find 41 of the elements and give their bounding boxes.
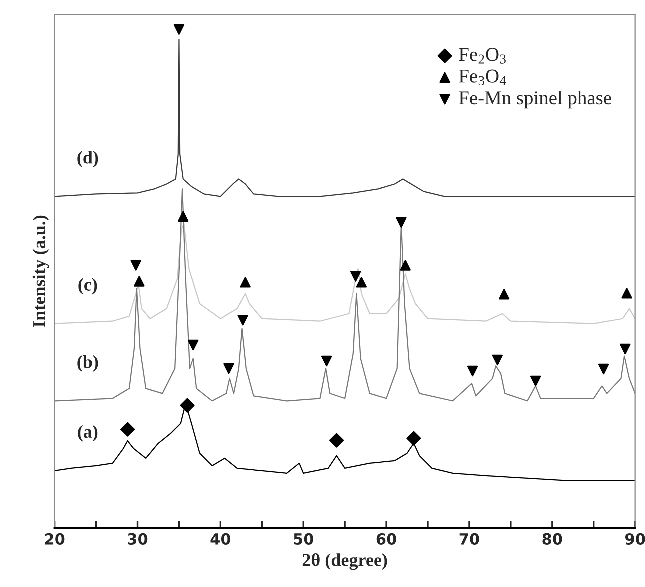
point [178, 211, 189, 222]
x-tick-label: 50 [294, 533, 314, 545]
x-tick-label: 80 [542, 533, 562, 545]
x-tick-label: 90 [625, 533, 645, 545]
annotation: (b) [78, 356, 98, 372]
point [238, 315, 248, 326]
x-tick-label: 70 [460, 533, 480, 545]
point [530, 376, 542, 387]
annotation: (c) [78, 278, 98, 295]
point [134, 276, 145, 287]
x-tick-label: 20 [45, 533, 65, 545]
point [620, 344, 631, 355]
point [400, 260, 411, 271]
legend-label: Fe-Mn spinel phase [459, 90, 612, 109]
x-tick-label: 60 [376, 533, 396, 545]
y-axis-title: Intensity (a.u.) [32, 216, 50, 328]
point [321, 356, 332, 367]
point [330, 433, 344, 448]
point [180, 398, 195, 413]
point [396, 217, 407, 228]
point [356, 277, 368, 288]
point [174, 24, 185, 35]
x-tick-label: 40 [210, 533, 231, 545]
point [224, 363, 234, 374]
point [130, 260, 142, 271]
x-axis-title: 2θ (degree) [302, 554, 388, 570]
point [350, 271, 362, 282]
point [240, 277, 251, 288]
point [498, 289, 510, 300]
point [492, 354, 504, 366]
point [188, 340, 199, 351]
point [598, 364, 610, 375]
x-tick-label: 30 [128, 533, 148, 545]
annotation: (a) [78, 425, 98, 442]
point [622, 288, 632, 299]
point [467, 366, 478, 377]
annotation: (d) [78, 151, 98, 168]
legend-label: Fe$_{2}$O$_{3}$ [459, 48, 506, 64]
point [120, 422, 136, 437]
legend-label: Fe$_{3}$O$_{4}$ [459, 70, 506, 86]
point [406, 431, 422, 446]
